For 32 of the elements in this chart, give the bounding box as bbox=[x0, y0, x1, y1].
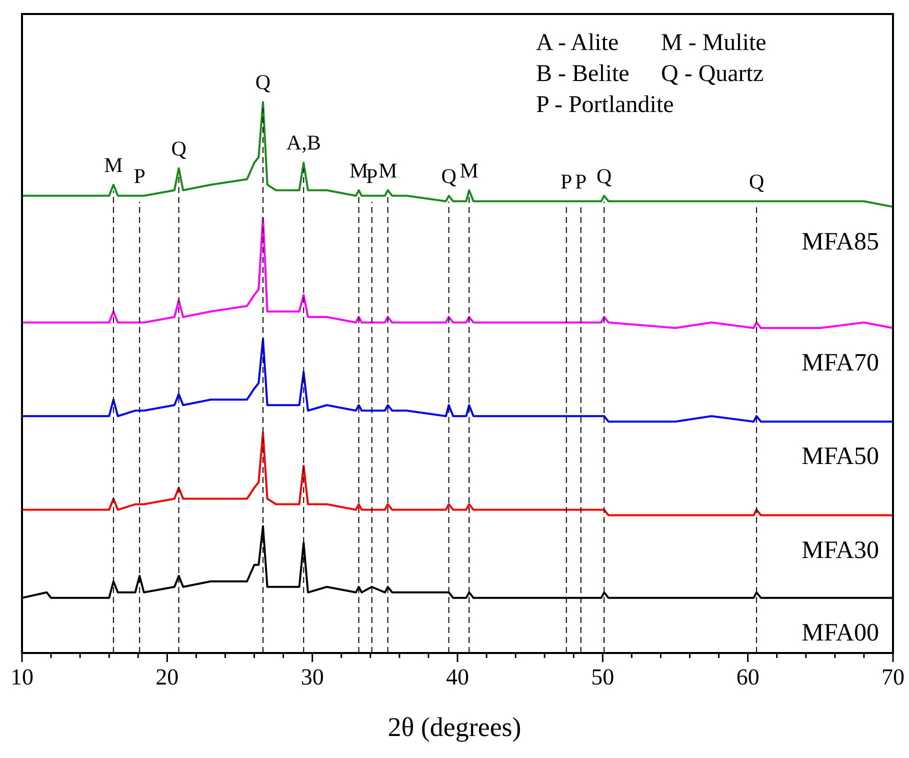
text: A - Alite bbox=[536, 30, 620, 57]
text: Q - Quartz bbox=[661, 61, 765, 88]
text: M - Mulite bbox=[661, 30, 768, 57]
x-tick-label: 30 bbox=[300, 664, 324, 690]
series-label: MFA00 bbox=[802, 619, 879, 646]
ref-line-label: Q bbox=[596, 164, 612, 188]
x-tick-label: 20 bbox=[156, 664, 179, 690]
x-tick-label: 60 bbox=[736, 664, 760, 690]
annotation: P - Portlandite bbox=[536, 92, 674, 119]
ref-line-label: Q bbox=[171, 136, 186, 160]
series-label: MFA50 bbox=[802, 443, 879, 470]
ref-line-label: P bbox=[575, 169, 587, 194]
ref-line-label: P bbox=[560, 169, 572, 194]
ref-line-label: P bbox=[366, 164, 378, 188]
ref-line-label: M bbox=[378, 158, 398, 182]
ref-line-label: Q bbox=[441, 164, 456, 188]
x-tick-label: 70 bbox=[882, 664, 904, 690]
series-label: MFA30 bbox=[802, 536, 879, 564]
ref-line-label: A,B bbox=[286, 130, 321, 155]
text: B - Belite bbox=[536, 61, 630, 88]
ref-line-label: P bbox=[134, 164, 146, 188]
series-label: MFA85 bbox=[802, 228, 879, 256]
ref-line-label: M bbox=[349, 158, 368, 182]
ref-line-label: M bbox=[460, 158, 479, 182]
x-tick-label: 10 bbox=[10, 664, 34, 690]
x-tick-label: 40 bbox=[446, 664, 469, 690]
series-label: MFA70 bbox=[802, 350, 879, 377]
ref-line-label: M bbox=[104, 152, 124, 177]
x-axis-title: 2θ (degrees) bbox=[386, 712, 522, 743]
ref-line-label: Q bbox=[255, 70, 271, 94]
x-tick-label: 50 bbox=[591, 664, 614, 690]
ref-line-label: Q bbox=[748, 169, 764, 194]
